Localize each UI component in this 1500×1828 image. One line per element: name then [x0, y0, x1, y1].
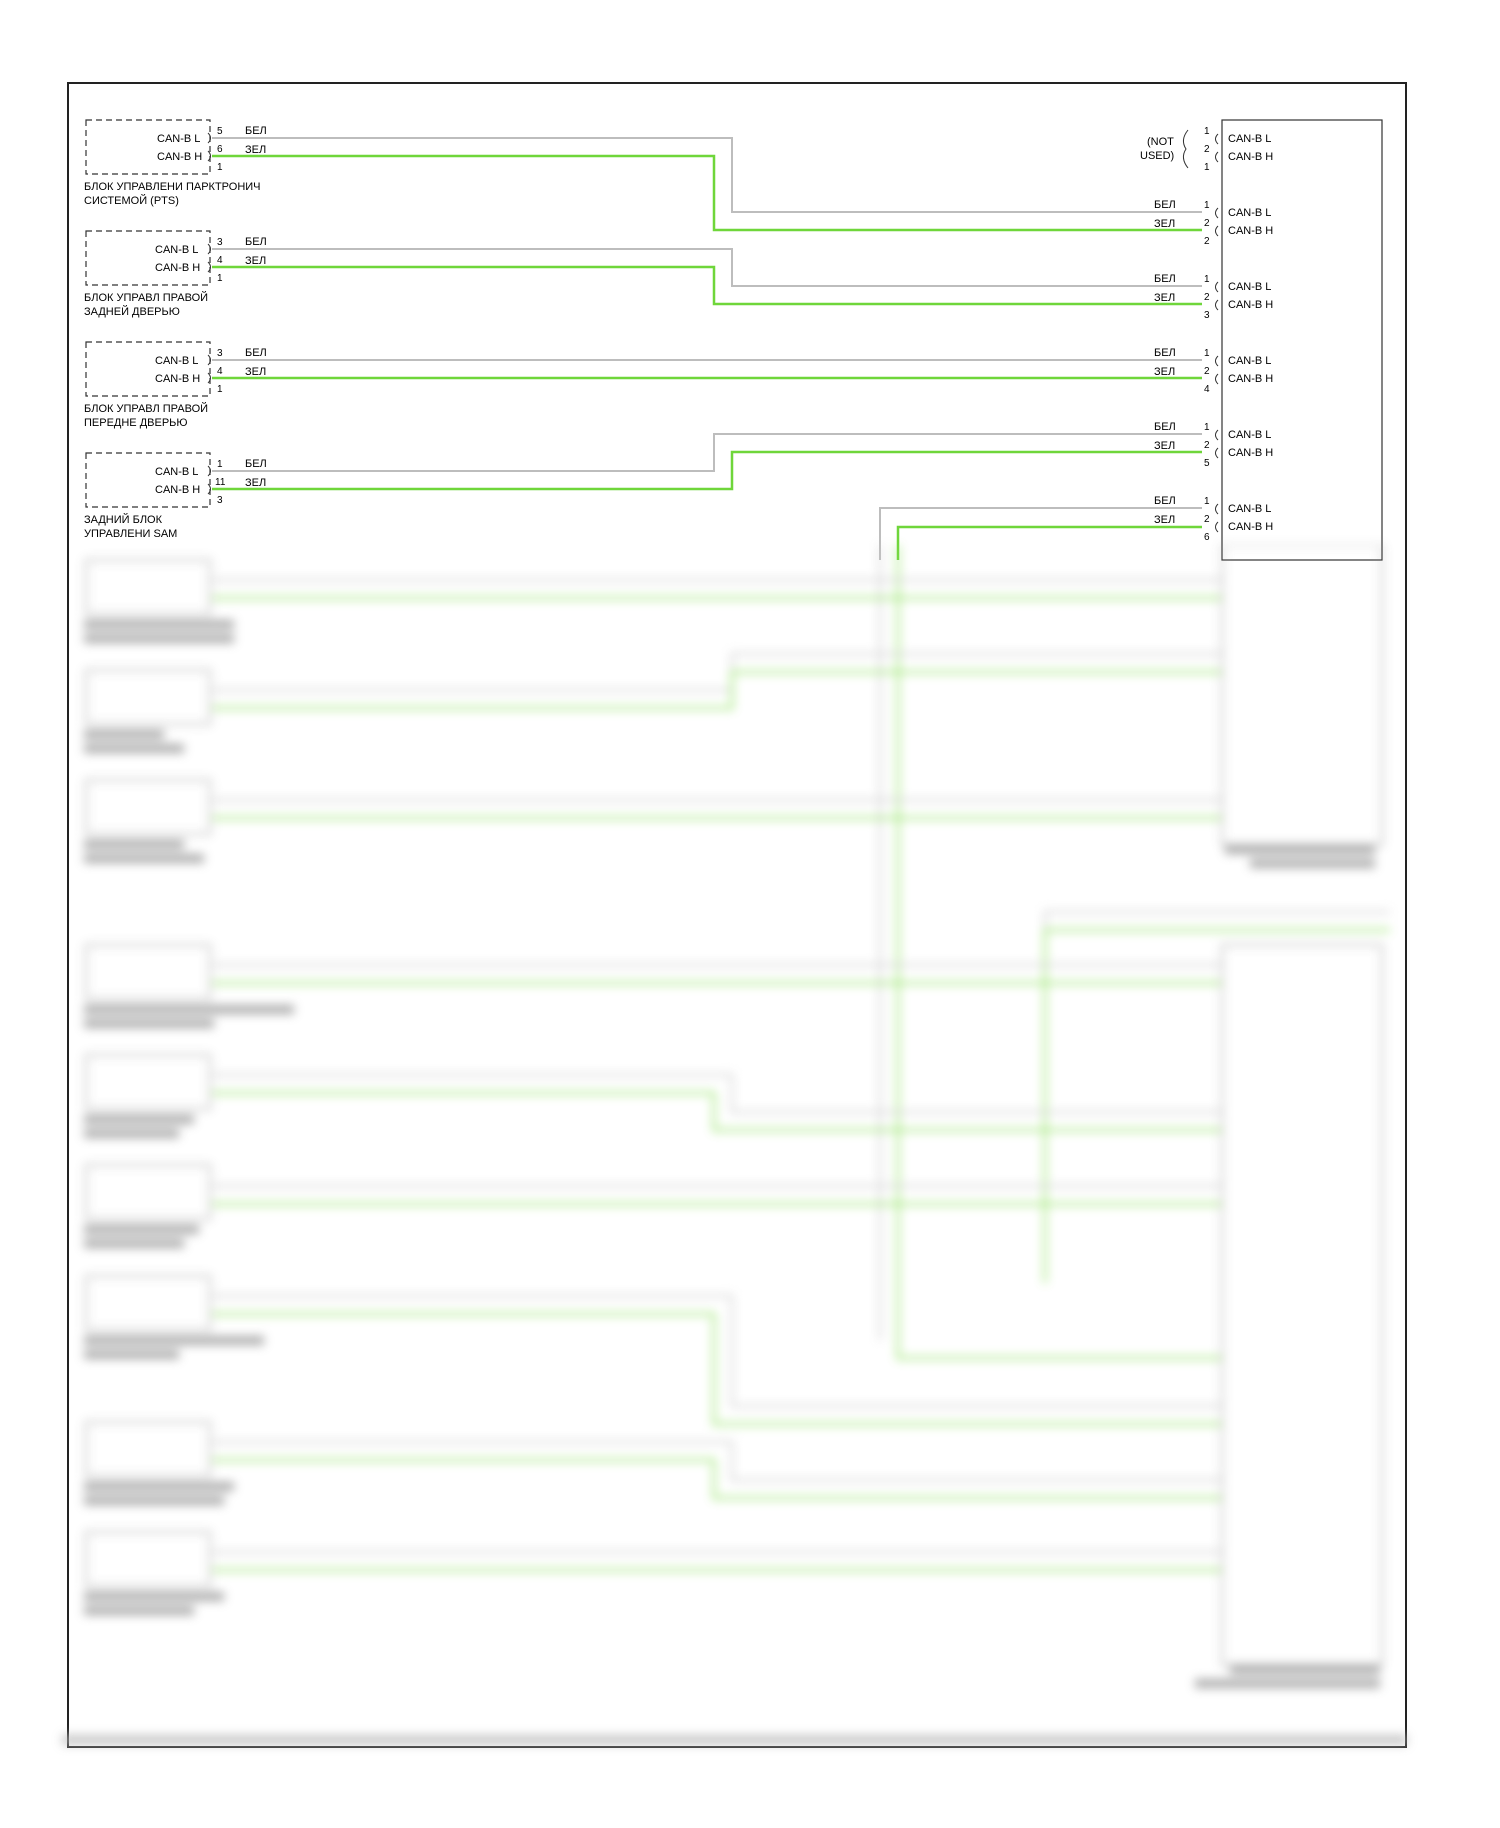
signal-label: CAN-B L: [1228, 355, 1271, 367]
pin-number: 6: [1204, 532, 1210, 543]
connector-group-5: БЕЛ ЗЕЛ 1 2 5 CAN-B L CAN-B H: [1154, 421, 1273, 469]
pin-number: 2: [1204, 292, 1210, 303]
pin-number: 2: [1204, 218, 1210, 229]
signal-label: CAN-B L: [1228, 207, 1271, 219]
signal-label: CAN-B L: [155, 355, 198, 367]
signal-label: CAN-B H: [1228, 447, 1273, 459]
wire-color-label: БЕЛ: [245, 347, 267, 359]
module-front-right-door: CAN-B L CAN-B H 3 4 1 БЛОК УПРАВЛ ПРАВОЙ…: [84, 341, 267, 429]
connector-group-6: БЕЛ ЗЕЛ 1 2 6 CAN-B L CAN-B H: [1154, 495, 1273, 543]
connector-group-3: БЕЛ ЗЕЛ 1 2 3 CAN-B L CAN-B H: [1154, 273, 1273, 321]
signal-label: CAN-B H: [1228, 151, 1273, 163]
module-name: БЛОК УПРАВЛЕНИ ПАРКТРОНИЧ: [84, 181, 261, 193]
module-name: УПРАВЛЕНИ SAM: [84, 528, 177, 540]
connector-group-not-used: (NOT USED) 1 2 1 CAN-B L CAN-B H: [1140, 126, 1273, 173]
pin-number: 1: [1204, 348, 1210, 359]
signal-label: CAN-B H: [155, 484, 200, 496]
pin-number: 2: [1204, 236, 1210, 247]
signal-label: CAN-B L: [1228, 429, 1271, 441]
pin-number: 1: [1204, 126, 1210, 137]
module-name: ПЕРЕДНЕ ДВЕРЬЮ: [84, 417, 188, 429]
signal-label: CAN-B L: [1228, 503, 1271, 515]
wire-color-label: БЕЛ: [1154, 273, 1176, 285]
pin-number: 1: [1204, 422, 1210, 433]
pin-number: 1: [217, 459, 223, 470]
wire-color-label: БЕЛ: [1154, 421, 1176, 433]
signal-label: CAN-B H: [155, 262, 200, 274]
pin-number: 1: [217, 273, 223, 284]
pin-number: 1: [1204, 200, 1210, 211]
module-name: ЗАДНЕЙ ДВЕРЬЮ: [84, 305, 180, 318]
module-pts: CAN-B L CAN-B H 5 6 1 БЛОК УПРАВЛЕНИ ПАР…: [84, 119, 267, 207]
signal-label: CAN-B H: [157, 151, 202, 163]
signal-label: CAN-B L: [157, 133, 200, 145]
wire-color-label: БЕЛ: [245, 125, 267, 137]
pin-number: 1: [1204, 162, 1210, 173]
pin-number: 6: [217, 144, 223, 155]
module-name: БЛОК УПРАВЛ ПРАВОЙ: [84, 291, 208, 304]
module-name: БЛОК УПРАВЛ ПРАВОЙ: [84, 402, 208, 415]
pin-number: 2: [1204, 144, 1210, 155]
pin-number: 3: [217, 237, 223, 248]
pin-number: 1: [217, 384, 223, 395]
wire-color-label: БЕЛ: [1154, 199, 1176, 211]
wire-color-label: ЗЕЛ: [245, 366, 266, 378]
connector-group-4: БЕЛ ЗЕЛ 1 2 4 CAN-B L CAN-B H: [1154, 347, 1273, 395]
pin-number: 2: [1204, 366, 1210, 377]
pin-number: 1: [1204, 496, 1210, 507]
wire-color-label: ЗЕЛ: [1154, 366, 1175, 378]
not-used-label: (NOT: [1147, 136, 1174, 148]
signal-label: CAN-B L: [155, 244, 198, 256]
obscured-diagram-section: [62, 545, 1407, 1745]
signal-label: CAN-B H: [1228, 521, 1273, 533]
not-used-label: USED): [1140, 150, 1174, 162]
pin-number: 11: [215, 477, 226, 488]
wire-color-label: БЕЛ: [1154, 347, 1176, 359]
signal-label: CAN-B H: [1228, 225, 1273, 237]
pin-number: 4: [217, 255, 223, 266]
wire-color-label: БЕЛ: [245, 458, 267, 470]
signal-label: CAN-B L: [155, 466, 198, 478]
main-connector-block: (NOT USED) 1 2 1 CAN-B L CAN-B H БЕЛ ЗЕЛ…: [1140, 119, 1383, 561]
wire-color-label: ЗЕЛ: [1154, 440, 1175, 452]
pin-number: 5: [217, 126, 223, 137]
connector-group-2: БЕЛ ЗЕЛ 1 2 2 CAN-B L CAN-B H: [1154, 199, 1273, 247]
diagram-frame: [67, 82, 1407, 1748]
pin-number: 2: [1204, 514, 1210, 525]
wire-color-label: БЕЛ: [1154, 495, 1176, 507]
pin-number: 3: [217, 348, 223, 359]
pin-number: 3: [1204, 310, 1210, 321]
wire-color-label: ЗЕЛ: [245, 255, 266, 267]
signal-label: CAN-B H: [1228, 373, 1273, 385]
module-rear-sam: CAN-B L CAN-B H 1 11 3 ЗАДНИЙ БЛОК УПРАВ…: [84, 452, 267, 540]
wire-color-label: ЗЕЛ: [1154, 218, 1175, 230]
wire-color-label: БЕЛ: [245, 236, 267, 248]
pin-number: 3: [217, 495, 223, 506]
pin-number: 2: [1204, 440, 1210, 451]
pin-number: 4: [1204, 384, 1210, 395]
signal-label: CAN-B L: [1228, 281, 1271, 293]
pin-number: 1: [1204, 274, 1210, 285]
wire-color-label: ЗЕЛ: [1154, 292, 1175, 304]
wire-color-label: ЗЕЛ: [245, 477, 266, 489]
signal-label: CAN-B H: [1228, 299, 1273, 311]
signal-label: CAN-B L: [1228, 133, 1271, 145]
pin-number: 1: [217, 162, 223, 173]
module-name: СИСТЕМОЙ (PTS): [84, 194, 179, 207]
module-rear-right-door: CAN-B L CAN-B H 3 4 1 БЛОК УПРАВЛ ПРАВОЙ…: [84, 230, 267, 318]
signal-label: CAN-B H: [155, 373, 200, 385]
pin-number: 5: [1204, 458, 1210, 469]
wires: [212, 137, 1202, 560]
pin-number: 4: [217, 366, 223, 377]
wire-color-label: ЗЕЛ: [245, 144, 266, 156]
wire-color-label: ЗЕЛ: [1154, 514, 1175, 526]
module-name: ЗАДНИЙ БЛОК: [84, 513, 163, 526]
